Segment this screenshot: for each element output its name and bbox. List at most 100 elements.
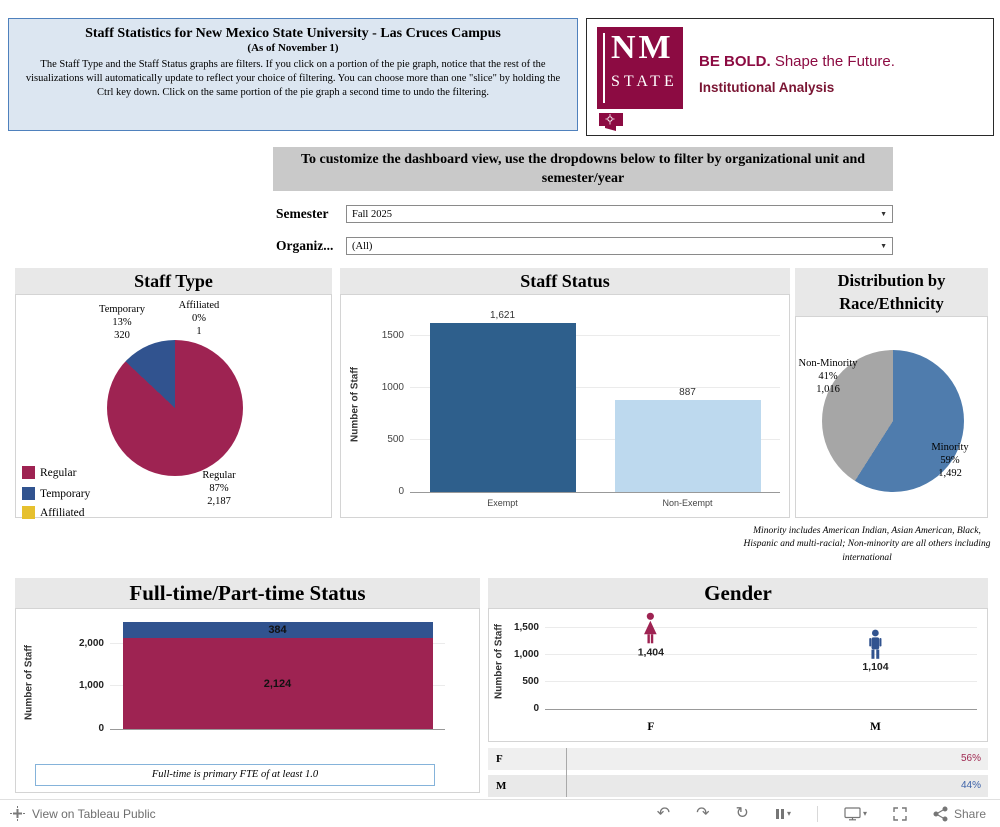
gender-table-row-f[interactable]: F 56% [488, 748, 988, 770]
semester-dropdown[interactable]: Fall 2025 ▼ [346, 205, 893, 223]
exempt-bar[interactable] [429, 323, 576, 492]
race-title: Distribution by Race/Ethnicity [795, 268, 988, 316]
chevron-down-icon: ▾ [786, 808, 791, 818]
view-on-tableau-link[interactable]: View on Tableau Public [0, 806, 156, 821]
gender-table-row-m[interactable]: M 44% [488, 775, 988, 797]
filter-banner: To customize the dashboard view, use the… [273, 147, 893, 191]
pause-icon [775, 808, 784, 819]
y-axis-label: Number of Staff [493, 624, 505, 700]
new-mexico-state-outline-icon [599, 113, 623, 131]
chevron-down-icon: ▼ [880, 210, 887, 218]
organization-label: Organiz... [276, 238, 334, 253]
fullscreen-button[interactable] [893, 806, 907, 821]
dashboard-title: Staff Statistics for New Mexico State Un… [85, 26, 501, 41]
nm-state-wordmark: NM STATE [597, 27, 683, 109]
staff-type-title: Staff Type [15, 268, 332, 294]
nm-letters: NM [611, 29, 674, 66]
toolbar-separator [816, 805, 818, 822]
state-letters: STATE [611, 73, 678, 90]
male-icon [869, 629, 882, 659]
gender-x-axis: F M [545, 721, 977, 737]
logo-text: BE BOLD. Shape the Future. Institutional… [699, 53, 895, 95]
y-tick-label: 2,000 [78, 637, 104, 649]
redo-icon[interactable]: ↷ [696, 804, 710, 822]
y-tick-label: 0 [398, 486, 404, 497]
institutional-analysis-label: Institutional Analysis [699, 80, 835, 95]
y-tick-label: 1,000 [78, 680, 104, 692]
y-tick-label: 1000 [381, 382, 404, 394]
parttime-segment[interactable]: 384 [122, 621, 433, 639]
organization-dropdown[interactable]: (All) ▼ [346, 237, 893, 255]
fulltime-footnote: Full-time is primary FTE of at least 1.0 [35, 764, 435, 786]
fulltime-segment[interactable]: 2,124 [122, 638, 433, 729]
y-tick-label: 1,500 [513, 621, 539, 633]
y-axis-label: Number of Staff [349, 367, 361, 443]
gender-value-label: 1,104 [862, 661, 889, 674]
table-divider [566, 748, 567, 797]
chevron-down-icon: ▾ [862, 808, 867, 818]
y-tick-label: 500 [387, 434, 404, 446]
y-tick-label: 0 [533, 703, 539, 714]
y-tick-label: 0 [98, 723, 104, 734]
segment-value-label: 384 [268, 624, 287, 637]
pie-label-affiliated: Affiliated 0% 1 [178, 300, 220, 338]
semester-label: Semester [276, 206, 329, 221]
be-bold-tagline: BE BOLD. [699, 53, 771, 70]
bar-value-label: 887 [679, 386, 696, 398]
male-mark[interactable]: 1,104 [862, 629, 889, 674]
organization-value: (All) [352, 240, 373, 252]
row-percent: 44% [960, 780, 981, 791]
female-icon [644, 612, 658, 644]
x-tick-label: F [647, 721, 655, 733]
pie-label-temporary: Temporary 13% 320 [99, 304, 145, 342]
fullscreen-icon [893, 806, 907, 821]
gender-percent-table: F 56% M 44% [488, 748, 988, 797]
y-tick: 1,500 [514, 622, 977, 633]
pause-updates-icon[interactable]: ▾ [775, 808, 791, 820]
nonexempt-bar[interactable] [614, 399, 761, 492]
legend-item-regular[interactable]: Regular [22, 466, 76, 479]
device-layout-icon[interactable]: ▾ [844, 806, 867, 821]
y-tick-label: 500 [522, 675, 539, 687]
y-tick: 500 [387, 434, 780, 445]
dashboard-description: The Staff Type and the Staff Status grap… [25, 59, 561, 98]
undo-icon[interactable]: ↶ [656, 804, 671, 822]
share-icon [933, 806, 948, 822]
monitor-icon [844, 806, 861, 820]
chevron-down-icon: ▼ [880, 242, 887, 250]
semester-value: Fall 2025 [352, 208, 392, 220]
tableau-logo-icon [10, 806, 25, 821]
race-ethnicity-pie[interactable] [822, 350, 964, 492]
y-tick-label: 1,000 [513, 648, 539, 660]
shape-the-future-tagline: Shape the Future. [770, 53, 895, 70]
fulltime-plot: 0 1,000 2,000 384 2,124 [79, 618, 445, 734]
gender-panel [488, 608, 988, 742]
gender-value-label: 1,404 [637, 646, 664, 659]
y-tick-label: 1500 [381, 330, 404, 342]
stacked-bar: 384 2,124 [122, 618, 433, 729]
x-tick-label: M [870, 721, 881, 733]
pie-label-non-minority: Non-Minority 41% 1,016 [798, 358, 858, 396]
gender-plot: 0 500 1,000 1,500 1,404 1,104 [514, 612, 977, 714]
y-tick: 500 [522, 676, 977, 687]
legend-swatch-affiliated [22, 506, 35, 519]
y-tick: 1500 [382, 330, 780, 341]
staff-type-pie[interactable] [107, 340, 243, 476]
row-label: M [496, 780, 507, 792]
y-axis-label: Number of Staff [23, 645, 35, 720]
replay-icon[interactable]: ↻ [735, 804, 749, 822]
staff-status-title: Staff Status [340, 268, 790, 294]
legend-item-affiliated[interactable]: Affiliated [22, 506, 85, 519]
dashboard-subtitle: (As of November 1) [247, 42, 339, 54]
y-tick: 1000 [382, 382, 780, 393]
staff-status-x-axis: Exempt Non-Exempt [410, 498, 780, 508]
x-tick-label: Exempt [487, 498, 518, 508]
race-footnote: Minority includes American Indian, Asian… [743, 526, 991, 563]
y-tick: 1,000 [514, 649, 977, 660]
pie-label-regular: Regular 87% 2,187 [202, 470, 236, 508]
share-button[interactable]: Share [933, 806, 986, 822]
legend-item-temporary[interactable]: Temporary [22, 487, 90, 500]
legend-swatch-regular [22, 466, 35, 479]
female-mark[interactable]: 1,404 [638, 612, 664, 658]
